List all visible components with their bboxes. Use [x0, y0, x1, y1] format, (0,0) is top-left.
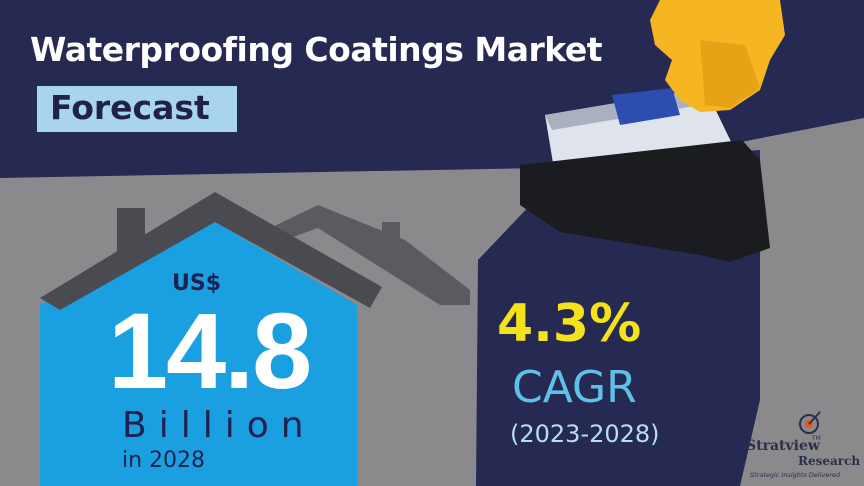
brand-name-second: Research	[798, 454, 861, 468]
front-house-chimney	[117, 208, 145, 256]
market-unit: Billion	[122, 405, 316, 446]
subtitle-highlight	[37, 86, 237, 132]
brand-tagline: Strategic Insights Delivered	[750, 471, 841, 479]
front-house-body	[40, 222, 357, 486]
currency-label: US$	[172, 271, 222, 296]
front-house-roof	[40, 192, 382, 310]
hand-glove-shade	[700, 40, 760, 108]
cagr-value: 4.3%	[497, 294, 642, 354]
brand-name: Stratview	[746, 438, 820, 454]
market-year: in 2028	[122, 448, 206, 473]
paint-brush-icon	[520, 0, 785, 262]
page-title: Waterproofing Coatings Market	[30, 30, 603, 69]
forecast-period: (2023-2028)	[510, 420, 660, 448]
cagr-label: CAGR	[512, 362, 637, 413]
back-house-roof	[262, 205, 470, 305]
market-value: 14.8	[108, 290, 312, 411]
stratview-logo-icon	[799, 411, 821, 434]
brand-trademark: TM	[812, 435, 821, 442]
page-subtitle: Forecast	[50, 88, 210, 127]
brush-handle	[612, 88, 680, 125]
brush-bristles	[520, 140, 770, 262]
back-house-chimney	[382, 222, 400, 262]
